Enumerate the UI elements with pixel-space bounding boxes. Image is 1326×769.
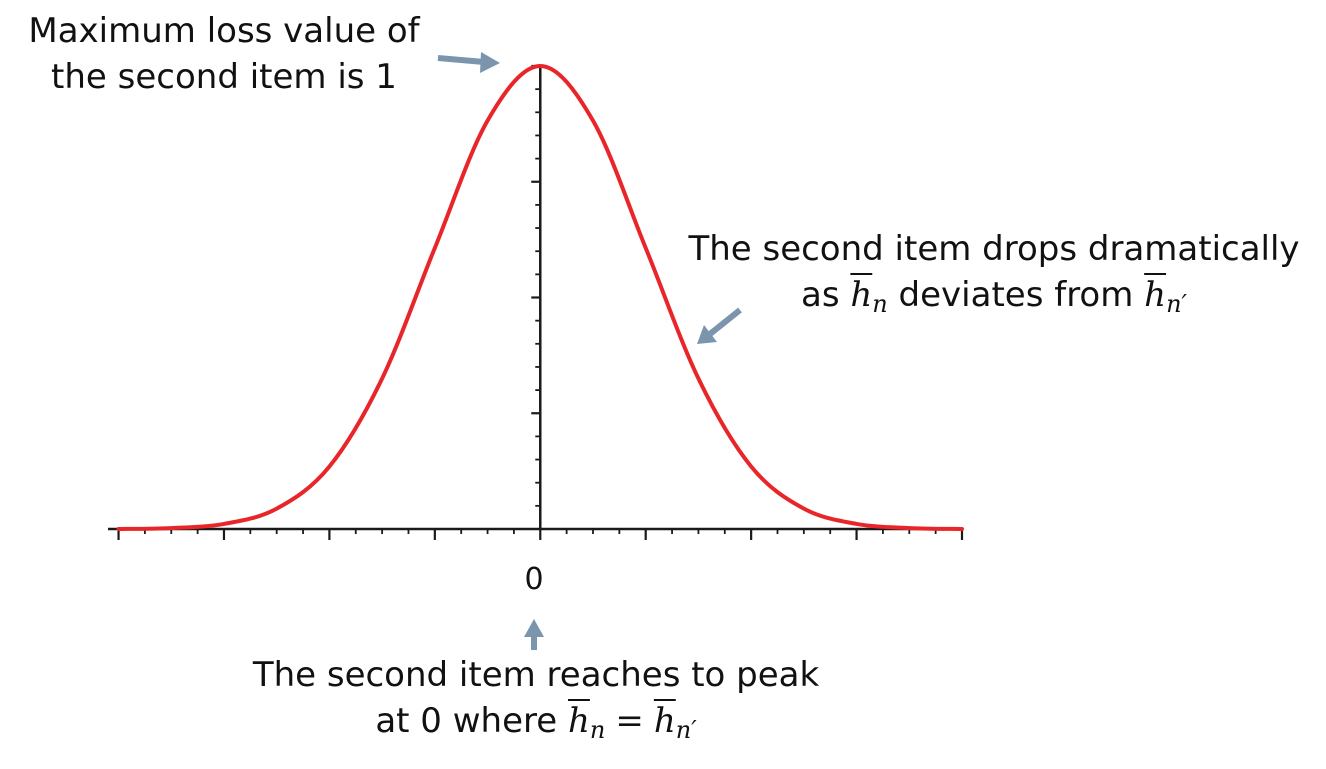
y-axis-ticks <box>531 64 541 507</box>
drop-annotation-prefix: as <box>801 275 851 315</box>
gaussian-curve <box>116 64 964 531</box>
drop-annotation: The second item drops dramatically as hn… <box>684 226 1304 327</box>
h-bar-n-prime-symbol: hn′ <box>653 701 697 744</box>
zero-annotation-line2: at 0 where hn = hn′ <box>236 698 836 753</box>
peak-annotation-line2: the second item is 1 <box>51 57 397 97</box>
arrow-to-slope <box>697 307 742 344</box>
h-bar-n-symbol: hn <box>850 275 888 318</box>
drop-annotation-middle: deviates from <box>887 275 1145 315</box>
zero-annotation-prefix: at 0 where <box>375 701 568 741</box>
peak-annotation-line1: Maximum loss value of <box>28 11 420 51</box>
x-axis-ticks <box>117 529 964 540</box>
drop-annotation-line2: as hn deviates from hn′ <box>684 272 1304 327</box>
h-bar-n-symbol: hn <box>567 701 606 744</box>
zero-annotation: The second item reaches to peak at 0 whe… <box>236 652 836 753</box>
arrow-to-zero <box>524 619 544 650</box>
zero-annotation-line1: The second item reaches to peak <box>252 655 820 695</box>
h-bar-n-prime-symbol: hn′ <box>1144 275 1187 318</box>
peak-annotation: Maximum loss value of the second item is… <box>24 8 424 100</box>
x-tick-label-zero: 0 <box>524 562 543 597</box>
equals-sign: = <box>615 701 644 741</box>
arrow-to-peak <box>437 52 500 73</box>
drop-annotation-line1: The second item drops dramatically <box>688 229 1300 269</box>
